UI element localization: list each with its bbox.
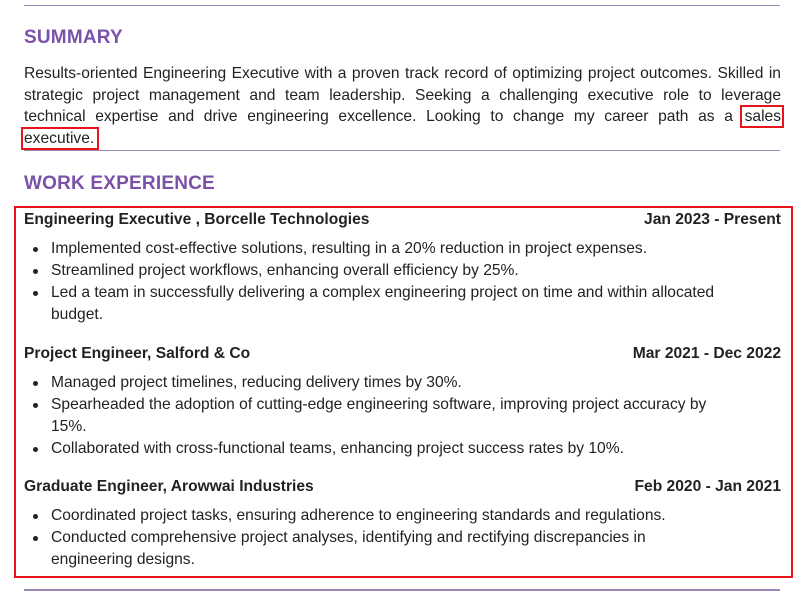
job-bullet: Coordinated project tasks, ensuring adhe… <box>24 505 791 527</box>
job-bullet: Collaborated with cross-functional teams… <box>24 438 731 460</box>
highlighted-phrase: sales executive. <box>21 105 784 150</box>
job-bullet: Conducted comprehensive project analyses… <box>24 527 731 571</box>
job-bullet: Streamlined project workflows, enhancing… <box>24 260 731 282</box>
job-bullet-list: Coordinated project tasks, ensuring adhe… <box>24 505 781 571</box>
job-title: Engineering Executive , Borcelle Technol… <box>24 211 370 228</box>
job-header: Engineering Executive , Borcelle Technol… <box>24 209 781 230</box>
work-experience-heading: WORK EXPERIENCE <box>24 173 215 194</box>
job-header: Project Engineer, Salford & Co Mar 2021 … <box>24 343 781 364</box>
job-bullet: Implemented cost-effective solutions, re… <box>24 238 791 260</box>
job-dates: Feb 2020 - Jan 2021 <box>634 478 782 495</box>
job-bullet: Spearheaded the adoption of cutting-edge… <box>24 394 731 438</box>
summary-heading: SUMMARY <box>24 27 123 48</box>
job-bullet: Led a team in successfully delivering a … <box>24 282 731 326</box>
job-bullet-list: Implemented cost-effective solutions, re… <box>24 238 781 326</box>
bottom-divider <box>24 589 780 591</box>
section-divider <box>24 150 780 151</box>
top-divider <box>24 5 780 6</box>
job-dates: Mar 2021 - Dec 2022 <box>632 345 781 362</box>
job-title: Graduate Engineer, Arowwai Industries <box>24 478 314 495</box>
job-title: Project Engineer, Salford & Co <box>24 345 251 362</box>
job-entry: Engineering Executive , Borcelle Technol… <box>24 209 781 326</box>
work-experience-highlight-box <box>14 206 793 578</box>
job-dates: Jan 2023 - Present <box>644 211 781 228</box>
job-header: Graduate Engineer, Arowwai Industries Fe… <box>24 476 781 497</box>
summary-text: Results-oriented Engineering Executive w… <box>24 65 781 125</box>
job-entry: Project Engineer, Salford & Co Mar 2021 … <box>24 343 781 460</box>
job-bullet: Managed project timelines, reducing deli… <box>24 372 731 394</box>
job-entry: Graduate Engineer, Arowwai Industries Fe… <box>24 476 781 571</box>
summary-paragraph: Results-oriented Engineering Executive w… <box>21 63 784 150</box>
job-bullet-list: Managed project timelines, reducing deli… <box>24 372 781 460</box>
